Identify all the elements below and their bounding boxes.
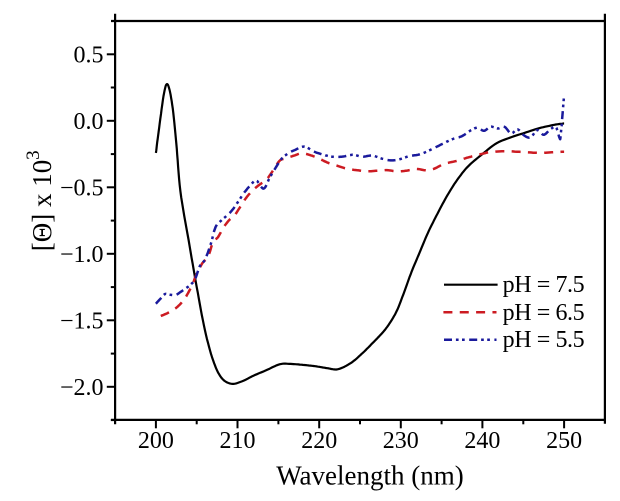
- svg-text:250: 250: [546, 428, 582, 454]
- svg-text:pH = 6.5: pH = 6.5: [503, 300, 585, 326]
- svg-text:−2.0: −2.0: [60, 375, 104, 401]
- svg-text:200: 200: [138, 428, 174, 454]
- svg-text:Wavelength (nm): Wavelength (nm): [276, 460, 464, 490]
- svg-text:[Θ] x 103: [Θ] x 103: [23, 150, 57, 251]
- svg-text:210: 210: [220, 428, 256, 454]
- svg-text:pH = 7.5: pH = 7.5: [503, 272, 585, 298]
- svg-text:pH = 5.5: pH = 5.5: [503, 327, 585, 353]
- svg-text:0.5: 0.5: [74, 42, 104, 68]
- svg-text:−1.5: −1.5: [60, 308, 104, 334]
- svg-text:0.0: 0.0: [74, 109, 104, 135]
- svg-text:−0.5: −0.5: [60, 175, 104, 201]
- svg-text:220: 220: [301, 428, 337, 454]
- svg-text:230: 230: [383, 428, 419, 454]
- svg-text:−1.0: −1.0: [60, 242, 104, 268]
- svg-text:240: 240: [464, 428, 500, 454]
